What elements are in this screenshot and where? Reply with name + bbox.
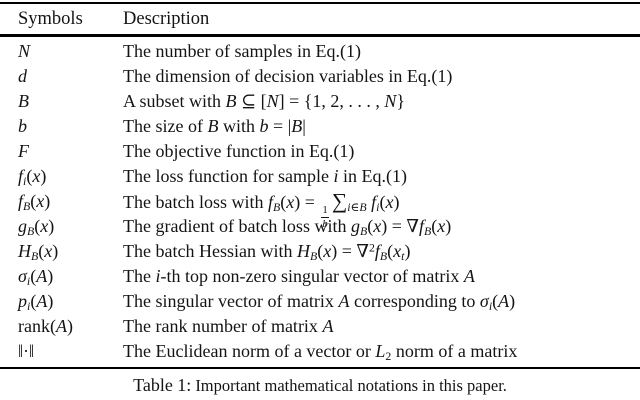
header-separator-rule (0, 34, 640, 37)
table-row: ‖·‖ The Euclidean norm of a vector or L2 … (0, 339, 640, 364)
symbol-cell: N (18, 41, 31, 61)
top-rule (0, 2, 640, 4)
caption-text: Important mathematical notations in this… (195, 376, 507, 395)
symbol-cell: ‖·‖ (18, 341, 35, 361)
table-row: b The size of B with b = |B| (0, 114, 640, 139)
table-row: pi(A) The singular vector of matrix A cor… (0, 289, 640, 314)
bottom-rule (0, 367, 640, 369)
symbol-cell: F (18, 141, 29, 161)
table-row: rank(A) The rank number of matrix A (0, 314, 640, 339)
table-header-row: Symbols Description (0, 4, 640, 34)
description-cell: The i-th top non-zero singular vector of… (123, 266, 475, 286)
symbol-cell: fB(x) (18, 191, 51, 213)
table-caption: Table 1: Important mathematical notation… (0, 373, 640, 399)
description-cell: The objective function in Eq.(1) (123, 141, 355, 161)
description-cell: A subset with B ⊆ [N] = {1, 2, . . . , N… (123, 91, 406, 111)
table-row: fi(x) The loss function for sample i in E… (0, 164, 640, 189)
description-cell: The loss function for sample i in Eq.(1) (123, 166, 407, 186)
table-row: HB(x) The batch Hessian with HB(x) = ∇2fB… (0, 239, 640, 264)
table-body: N The number of samples in Eq.(1) d The dim… (0, 37, 640, 364)
symbol-cell: b (18, 116, 27, 136)
description-cell: The size of B with b = |B| (123, 116, 306, 136)
symbol-cell: gB(x) (18, 216, 55, 238)
description-cell: The number of samples in Eq.(1) (123, 41, 361, 61)
symbol-cell: σi(A) (18, 266, 54, 288)
column-header-symbols: Symbols (18, 9, 83, 29)
description-cell: The gradient of batch loss with gB(x) = … (123, 216, 452, 238)
symbol-cell: pi(A) (18, 291, 54, 313)
table-row: fB(x) The batch loss with fB(x) = 1 b ∑i∈B … (0, 189, 640, 230)
column-header-description: Description (123, 9, 210, 29)
caption-label: Table 1: (133, 375, 192, 395)
description-cell: The singular vector of matrix A correspo… (123, 291, 516, 313)
description-cell: The rank number of matrix A (123, 316, 334, 336)
symbol-cell: rank(A) (18, 316, 73, 336)
table-row: F The objective function in Eq.(1) (0, 139, 640, 164)
table-row: d The dimension of decision variables in … (0, 64, 640, 89)
symbol-cell: fi(x) (18, 166, 47, 188)
symbol-cell: d (18, 66, 27, 86)
description-cell: The Euclidean norm of a vector or L2 nor… (123, 341, 518, 363)
table-row: B A subset with B ⊆ [N] = {1, 2, . . . , … (0, 89, 640, 114)
description-cell: The batch Hessian with HB(x) = ∇2fB(xt) (123, 240, 411, 263)
table-row: σi(A) The i-th top non-zero singular vect… (0, 264, 640, 289)
table-row: gB(x) The gradient of batch loss with gB(… (0, 214, 640, 239)
description-cell: The batch loss with fB(x) = 1 b ∑i∈B fi(x) (123, 189, 400, 230)
symbol-cell: B (18, 91, 29, 111)
table-row: N The number of samples in Eq.(1) (0, 39, 640, 64)
description-cell: The dimension of decision variables in E… (123, 66, 453, 86)
symbol-cell: HB(x) (18, 241, 59, 263)
